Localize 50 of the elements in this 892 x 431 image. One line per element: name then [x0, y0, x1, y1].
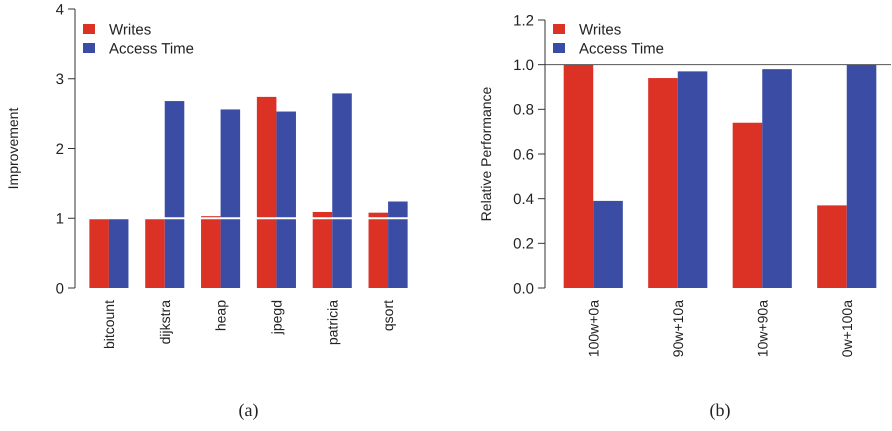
y-tick-label: 1: [56, 210, 64, 228]
x-tick-label: 0w+100a: [838, 300, 855, 358]
y-tick-label: 0.8: [513, 102, 534, 119]
x-tick-label: heap: [212, 300, 229, 332]
text: (b): [710, 400, 730, 420]
bar: [89, 218, 109, 288]
y-tick-label: 4: [56, 1, 64, 18]
bar: [332, 93, 352, 288]
bar: [164, 101, 184, 288]
bar: [762, 69, 792, 288]
y-axis-title: Relative Performance: [478, 86, 494, 222]
bar: [201, 216, 221, 288]
legend-label: Access Time: [579, 40, 664, 58]
y-tick-label: 1.2: [513, 12, 534, 30]
bar: [388, 202, 408, 288]
bar: [564, 64, 594, 288]
bar: [678, 71, 708, 288]
bar: [732, 122, 762, 288]
bar: [817, 205, 847, 288]
bar: [276, 112, 296, 288]
bar: [368, 212, 388, 288]
y-tick-label: 3: [56, 71, 64, 88]
bar: [593, 200, 623, 288]
legend-label: Access Time: [109, 40, 194, 58]
y-tick-label: 0.0: [513, 280, 534, 298]
y-tick-label: 1.0: [513, 56, 534, 74]
bar: [108, 218, 128, 288]
bar: [256, 96, 276, 288]
x-tick-label: bitcount: [100, 300, 117, 350]
x-tick-label: dijkstra: [156, 300, 173, 344]
bar: [648, 78, 678, 288]
x-tick-label: 90w+10a: [670, 300, 686, 358]
x-tick-label: 100w+0a: [585, 300, 602, 358]
legend-label: Writes: [109, 21, 152, 38]
x-tick-label: patricia: [324, 300, 340, 346]
y-tick-label: 0.4: [513, 190, 534, 208]
y-tick-label: 0.6: [513, 146, 534, 164]
x-tick-label: qsort: [380, 300, 396, 332]
x-tick-label: 10w+90a: [754, 300, 770, 358]
bar: [220, 109, 240, 288]
y-tick-label: 0.2: [513, 236, 534, 253]
bar: [312, 212, 332, 288]
y-tick-label: 0: [56, 280, 64, 298]
y-axis-title: Improvement: [5, 108, 21, 190]
bar: [145, 218, 165, 288]
x-tick-label: jpegd: [268, 300, 284, 336]
bar: [846, 64, 876, 288]
y-tick-label: 2: [56, 140, 64, 158]
legend-label: Writes: [579, 21, 622, 38]
text: (a): [238, 400, 258, 420]
